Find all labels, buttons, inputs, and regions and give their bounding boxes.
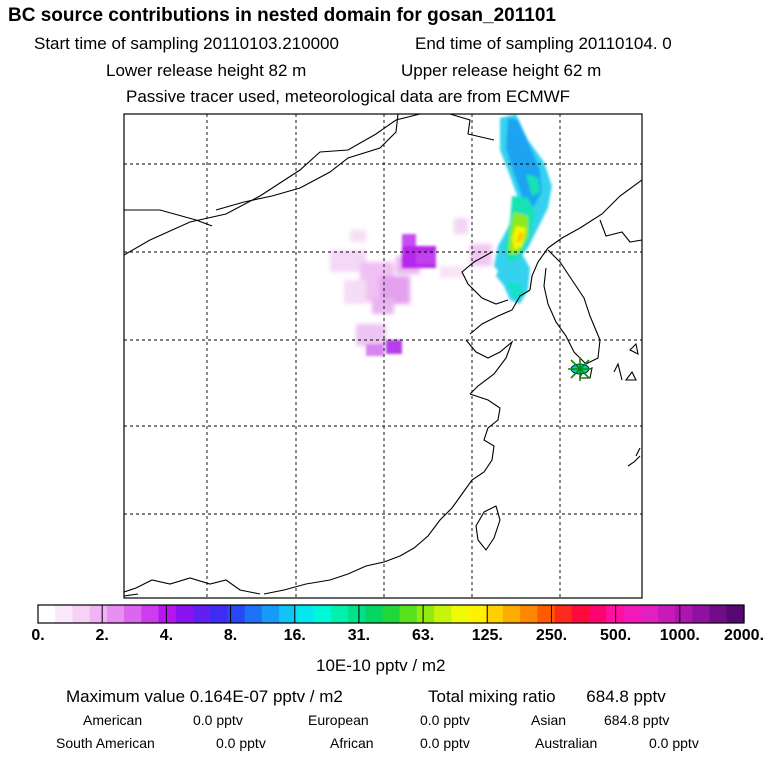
colorbar-cell — [382, 605, 401, 623]
region-name: Australian — [535, 735, 598, 751]
colorbar-cell — [55, 605, 74, 623]
end-time-label: End time of sampling 20110104. 0 — [415, 34, 672, 53]
colorbar-cell — [347, 605, 366, 623]
graticule — [124, 114, 642, 598]
concentration-field — [330, 114, 552, 356]
colorbar-cell — [296, 605, 315, 623]
region-value: 0.0 pptv — [193, 712, 243, 728]
colorbar-tick-label: 250. — [535, 627, 568, 644]
lower-release-label: Lower release height 82 m — [106, 61, 307, 80]
colorbar-cell — [210, 605, 229, 623]
receptor-star-icon — [568, 357, 592, 381]
colorbar-cell — [571, 605, 590, 623]
region-value: 0.0 pptv — [420, 735, 470, 751]
region-name: African — [330, 735, 374, 751]
main-plume — [494, 114, 552, 304]
colorbar-cell — [365, 605, 383, 623]
tracer-note: Passive tracer used, meteorological data… — [126, 87, 571, 106]
colorbar-cell — [399, 605, 418, 623]
map-frame — [123, 113, 643, 599]
colorbar-cell — [434, 605, 452, 623]
region-name: European — [308, 712, 369, 728]
colorbar-tick-label: 500. — [600, 627, 632, 644]
region-name: American — [83, 712, 143, 728]
colorbar-cell — [502, 605, 521, 623]
total-label: Total mixing ratio — [428, 687, 556, 706]
colorbar-cells — [38, 605, 745, 623]
colorbar-cell — [554, 605, 573, 623]
colorbar-frame — [37, 604, 745, 624]
colorbar-cell — [675, 605, 693, 623]
coastlines — [124, 114, 642, 597]
colorbar-cell — [38, 605, 56, 623]
colorbar-cell — [141, 605, 160, 623]
colorbar-cell — [537, 605, 556, 623]
colorbar-cell — [726, 605, 745, 623]
colorbar-cell — [520, 605, 538, 623]
colorbar-cell — [709, 605, 728, 623]
colorbar-cell — [485, 605, 504, 623]
receptor-marker — [568, 357, 592, 381]
colorbar-cell — [227, 605, 246, 623]
region-value: 684.8 pptv — [604, 712, 670, 728]
start-time-label: Start time of sampling 20110103.210000 — [34, 34, 339, 53]
colorbar-tick-label: 4. — [159, 627, 174, 644]
colorbar-cell — [589, 605, 607, 623]
region-value: 0.0 pptv — [420, 712, 470, 728]
colorbar-cell — [106, 605, 125, 623]
colorbar-cell — [158, 605, 177, 623]
inland-core — [366, 234, 436, 356]
region-name: Asian — [531, 712, 567, 728]
region-value: 0.0 pptv — [649, 735, 699, 751]
colorbar-cell — [468, 605, 487, 623]
colorbar-tick-label: 1000. — [659, 627, 700, 644]
colorbar-cell — [330, 605, 349, 623]
colorbar-tick-label: 16. — [283, 627, 306, 644]
map-plot — [123, 113, 643, 599]
maximum-number: 0.164E-07 pptv / m2 — [189, 687, 343, 706]
colorbar-units: 10E-10 pptv / m2 — [316, 656, 446, 675]
upper-release-label: Upper release height 62 m — [401, 61, 602, 80]
colorbar-tick-label: 0. — [31, 627, 45, 644]
colorbar-tick-label: 2000. — [723, 627, 765, 644]
region-value: 0.0 pptv — [216, 735, 266, 751]
colorbar-cell — [72, 605, 91, 623]
colorbar-cell — [261, 605, 280, 623]
colorbar-cell — [192, 605, 211, 623]
chart-title: BC source contributions in nested domain… — [8, 5, 556, 26]
maximum-label: Maximum value — [66, 687, 186, 706]
colorbar-cell — [623, 605, 642, 623]
colorbar-tick-label: 8. — [223, 627, 238, 644]
colorbar-cell — [640, 605, 659, 623]
maximum-value: Maximum value 0.164E-07 pptv / m2 — [66, 688, 343, 705]
colorbar-cell — [692, 605, 711, 623]
colorbar-cell — [279, 605, 297, 623]
colorbar-tick-label: 63. — [411, 627, 435, 644]
colorbar-tick-label: 2. — [95, 627, 109, 644]
colorbar-cell — [124, 605, 142, 623]
colorbar — [37, 604, 745, 624]
colorbar-cell — [657, 605, 676, 623]
colorbar-cell — [416, 605, 435, 623]
colorbar-tick-label: 31. — [347, 627, 371, 644]
colorbar-cell — [175, 605, 194, 623]
colorbar-cell — [313, 605, 332, 623]
colorbar-tick-label: 125. — [471, 627, 503, 644]
region-name: South American — [56, 735, 155, 751]
total-number: 684.8 pptv — [586, 687, 666, 706]
colorbar-cell — [451, 605, 470, 623]
colorbar-cell — [89, 605, 108, 623]
total-mixing-ratio: Total mixing ratio 684.8 pptv — [428, 688, 666, 705]
colorbar-cell — [244, 605, 263, 623]
